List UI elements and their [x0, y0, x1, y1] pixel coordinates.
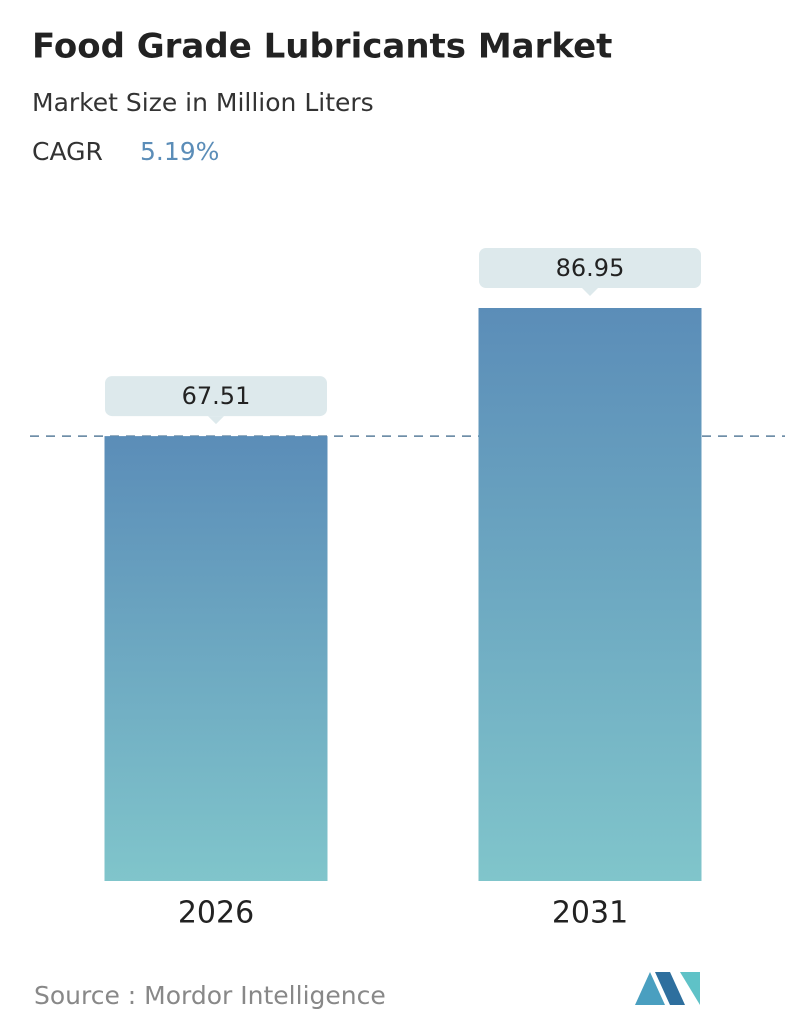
cagr-label: CAGR — [32, 137, 103, 166]
value-label: 67.51 — [182, 382, 251, 410]
bar — [104, 436, 328, 881]
value-callout — [105, 376, 327, 417]
x-tick-label: 2031 — [552, 896, 628, 931]
callout-pointer — [208, 416, 224, 425]
chart-subtitle: Market Size in Million Liters — [32, 88, 374, 117]
chart-title: Food Grade Lubricants Market — [32, 27, 612, 67]
cagr-value: 5.19% — [140, 137, 219, 166]
x-tick-label: 2026 — [178, 896, 254, 931]
value-callout — [479, 247, 701, 288]
logo — [635, 972, 700, 1005]
source: Source : Mordor Intelligence — [34, 981, 386, 1010]
bar — [478, 307, 702, 881]
callout-pointer — [582, 287, 598, 296]
value-label: 86.95 — [556, 254, 625, 282]
